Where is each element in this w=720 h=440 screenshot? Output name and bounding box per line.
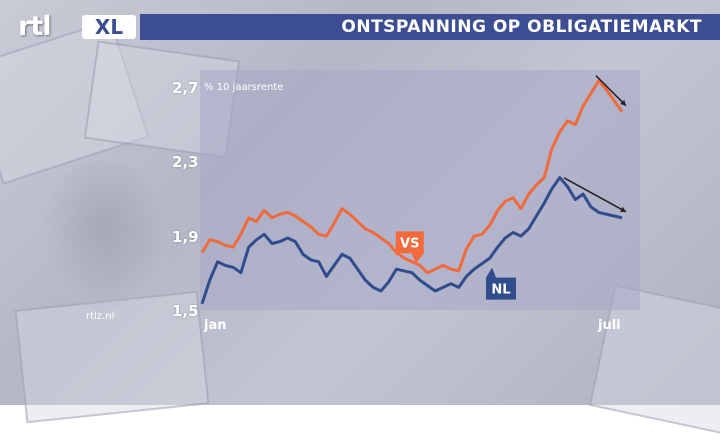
y-tick-label: 1,9 [172, 228, 199, 246]
series-line-vs [200, 79, 624, 275]
y-tick-label: 2,7 [172, 79, 199, 97]
line-chart: VS NL [200, 75, 627, 305]
chart-panel [200, 70, 640, 310]
svg-text:NL: NL [491, 283, 510, 298]
series-label-nl: NL [486, 267, 516, 300]
svg-text:VS: VS [400, 236, 419, 251]
chart-title: ONTSPANNING OP OBLIGATIEMARKT [341, 17, 702, 37]
trend-arrow-icon [595, 75, 627, 107]
website-watermark: rtlz.nl [86, 311, 115, 322]
trend-arrow-icon [563, 177, 627, 213]
x-tick-label: juli [598, 318, 621, 333]
logo-text: rtl [18, 11, 51, 42]
logo-badge: XL [82, 15, 136, 39]
series-label-vs: VS [395, 231, 424, 264]
x-tick-label: jan [204, 318, 227, 333]
y-tick-label: 2,3 [172, 153, 199, 171]
y-tick-label: 1,5 [172, 302, 199, 320]
title-bar: ONTSPANNING OP OBLIGATIEMARKT [140, 14, 720, 40]
y-axis-label: % 10 jaarsrente [204, 82, 284, 93]
portrait-decoration [40, 160, 170, 310]
series-line-nl [200, 176, 623, 305]
